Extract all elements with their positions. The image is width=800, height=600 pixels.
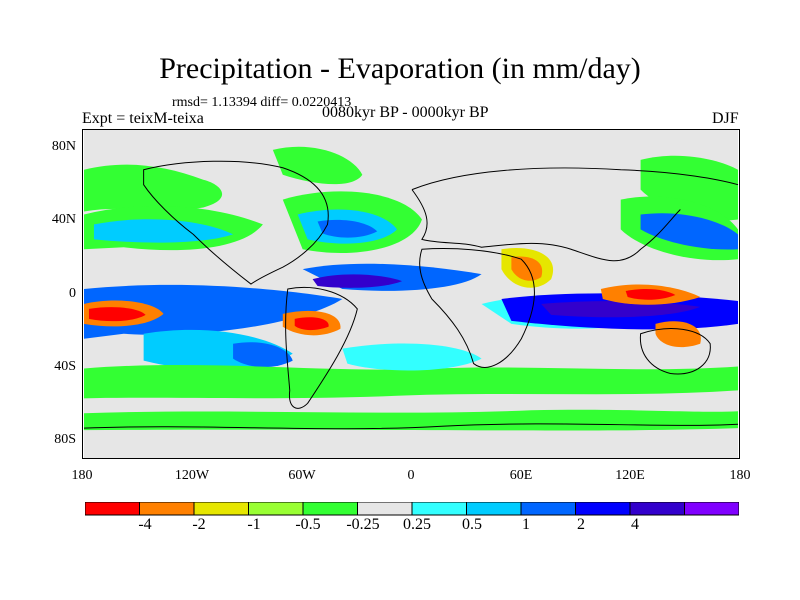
field-patch <box>93 219 234 243</box>
colorbar-swatch <box>248 501 304 516</box>
colorbar-label: -4 <box>138 516 152 533</box>
field-patch <box>317 219 378 238</box>
colorbar-swatch <box>357 501 413 516</box>
lat-label: 40S <box>54 359 76 374</box>
lon-label: 60W <box>288 468 316 483</box>
field-patch <box>655 321 701 348</box>
colorbar-label: 0.25 <box>403 516 431 533</box>
coastlines <box>83 160 739 430</box>
field-patch <box>511 256 543 281</box>
colorbar-label: -1 <box>247 516 261 533</box>
field-patch <box>541 301 701 318</box>
field-patch <box>342 343 482 371</box>
colorbar-swatch <box>629 501 685 516</box>
lat-label: 0 <box>69 286 76 301</box>
colorbar-label: -0.25 <box>346 516 380 533</box>
period-label: 0080kyr BP - 0000kyr BP <box>322 104 489 121</box>
lon-label: 180 <box>71 468 93 483</box>
field-patch <box>294 317 329 331</box>
colorbar-label: 0.5 <box>462 516 482 533</box>
colorbar-swatch <box>411 501 467 516</box>
pe-map <box>83 130 739 458</box>
colorbar-swatch <box>302 501 358 516</box>
field-patch <box>233 342 293 368</box>
colorbar-swatch <box>139 501 195 516</box>
colorbar <box>84 501 740 521</box>
coastline-north-america <box>143 160 329 285</box>
field-patch <box>312 274 403 288</box>
lon-label: 120W <box>174 468 210 483</box>
colorbar-label: 1 <box>522 516 530 533</box>
lon-label: 60E <box>509 468 533 483</box>
lat-label: 40N <box>51 212 76 227</box>
colorbar-label: -2 <box>192 516 206 533</box>
coastline-australia <box>639 328 711 375</box>
field-contours <box>83 146 739 431</box>
lon-label: 180 <box>729 468 751 483</box>
season-label: DJF <box>712 110 739 127</box>
coastline-antarctica <box>83 423 739 430</box>
field-patch <box>83 365 739 399</box>
field-patch <box>88 307 146 322</box>
colorbar-swatch <box>575 501 631 516</box>
colorbar-label: 4 <box>631 516 639 533</box>
lat-label: 80S <box>54 432 76 447</box>
field-patch <box>83 284 343 339</box>
colorbar-swatch <box>684 501 740 516</box>
field-patch <box>83 164 223 212</box>
colorbar-swatch <box>466 501 522 516</box>
lat-label: 80N <box>51 139 76 154</box>
field-patch <box>83 409 739 431</box>
field-patch <box>272 146 363 185</box>
field-patch <box>625 288 676 300</box>
chart-title: Precipitation - Evaporation (in mm/day) <box>159 52 641 85</box>
colorbar-swatch <box>84 501 140 516</box>
stats-line: rmsd= 1.13394 diff= 0.0220413 <box>172 95 352 110</box>
colorbar-swatch <box>193 501 249 516</box>
coastline-europe-asia <box>411 167 739 262</box>
colorbar-swatch <box>520 501 576 516</box>
map-panel <box>82 129 740 459</box>
lon-label: 0 <box>407 468 415 483</box>
field-patch <box>640 213 739 250</box>
colorbar-label: -0.5 <box>295 516 321 533</box>
experiment-label: Expt = teixM-teixa <box>82 110 204 127</box>
colorbar-svg <box>84 501 740 516</box>
colorbar-label: 2 <box>577 516 585 533</box>
coastline-south-america <box>285 286 358 409</box>
lon-label: 120E <box>615 468 645 483</box>
coastline-africa <box>419 248 535 368</box>
